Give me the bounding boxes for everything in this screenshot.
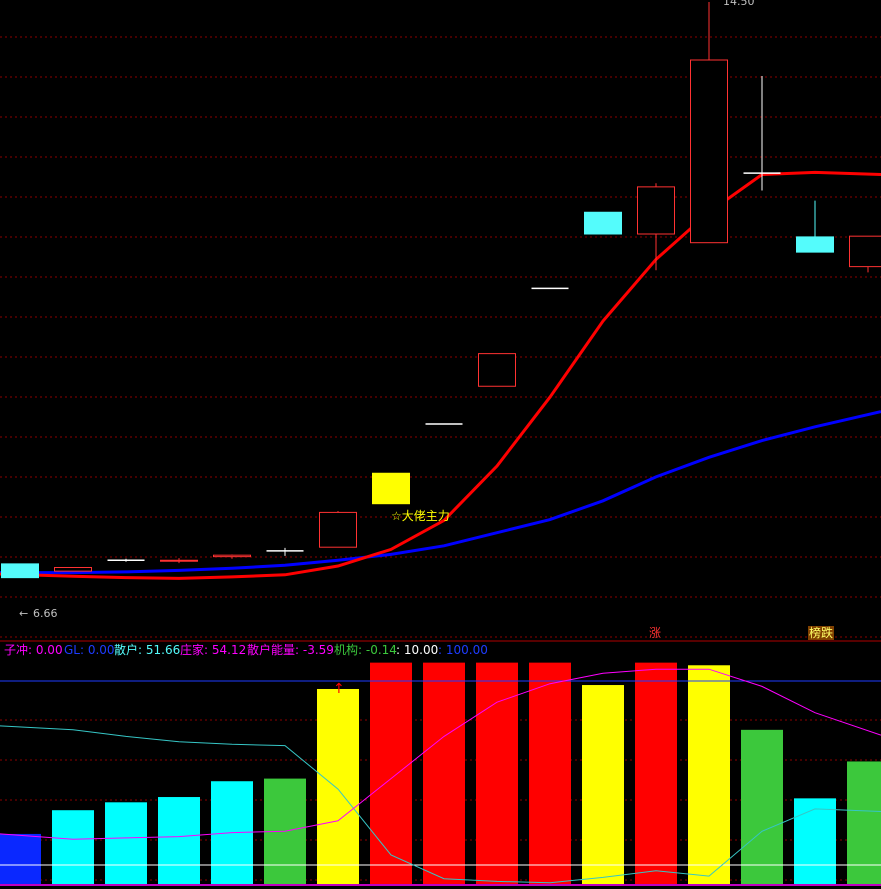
indicator-bar (476, 662, 518, 884)
chart-labels: 14.50 6.66 ← ☆大佬主力 涨 榜跌 (19, 0, 834, 640)
candle-body (160, 559, 198, 562)
high-price-label: 14.50 (723, 0, 755, 8)
indicator-bar (794, 798, 836, 884)
candle-body (213, 554, 251, 558)
indicator-bars: ↑ (0, 662, 881, 884)
marker-zhang: 涨 (649, 625, 661, 640)
indicator-bar (847, 761, 881, 884)
candle-body (478, 353, 516, 387)
zhuangjia-line (0, 668, 881, 840)
zhuangjia-label: 庄家: 54.12 (180, 642, 246, 657)
hundred-label: : 100.00 (438, 643, 488, 657)
marker-bangdie-box (808, 626, 834, 640)
indicator-header: 子冲: 0.00 GL: 0.00 散户: 51.66 庄家: 54.12 散户… (4, 642, 488, 657)
marker-bangdie: 榜跌 (809, 625, 833, 640)
candle-body (584, 211, 622, 235)
indicator-bar (688, 665, 730, 884)
indicator-bar (370, 662, 412, 884)
low-price-label: 6.66 (33, 607, 58, 620)
indicator-bar (529, 662, 571, 884)
ma-blue-line (0, 410, 881, 575)
candle-body (1, 563, 39, 579)
marker-zhang-box (648, 626, 662, 640)
sanhu-label: 散户: 51.66 (114, 642, 180, 657)
candle-body (637, 186, 675, 235)
indicator-bar (52, 810, 94, 884)
sanhu-line (0, 725, 881, 884)
indicator-bar (635, 662, 677, 884)
indicator-bar (317, 688, 359, 884)
indicator-bar (423, 662, 465, 884)
indicator-bar (582, 685, 624, 884)
indicator-bar (158, 797, 200, 884)
indicator-bar (0, 833, 41, 884)
indicator-bar (105, 802, 147, 884)
nengliang-label: 散户能量: -3.59 (247, 642, 334, 657)
candle-body (690, 59, 728, 244)
jigou-label: 机构: -0.14 (334, 642, 397, 657)
signal-label: ☆大佬主力 (391, 509, 450, 523)
ten-label: : 10.00 (396, 643, 438, 657)
candlesticks (1, 2, 881, 579)
breakout-arrow-icon: ↑ (333, 681, 345, 697)
indicator-lines (0, 668, 881, 886)
low-price-arrow: ← (19, 607, 28, 620)
candle-body (796, 236, 834, 253)
indicator-bar (741, 729, 783, 884)
candle-body (54, 567, 92, 572)
candle-body (849, 235, 881, 268)
candle-body (319, 511, 357, 548)
candle-body (372, 472, 410, 505)
zijichong-label: 子冲: 0.00 (4, 642, 63, 657)
gl-label: GL: 0.00 (64, 643, 115, 657)
